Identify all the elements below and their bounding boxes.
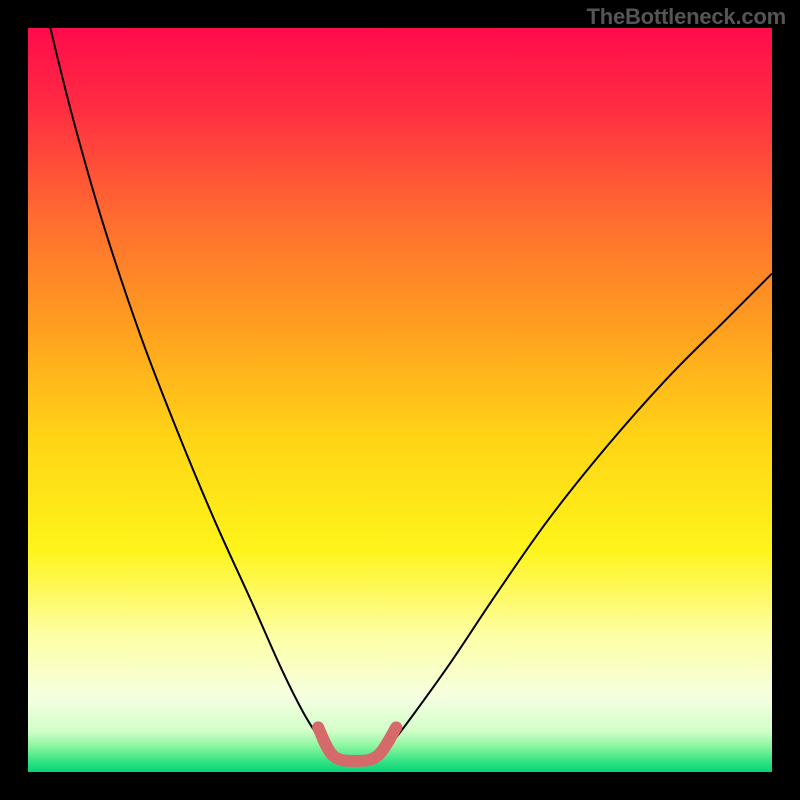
gradient-background (28, 28, 772, 772)
chart-container: TheBottleneck.com (0, 0, 800, 800)
watermark-text: TheBottleneck.com (586, 4, 786, 30)
plot-area (28, 28, 772, 772)
chart-svg (28, 28, 772, 772)
